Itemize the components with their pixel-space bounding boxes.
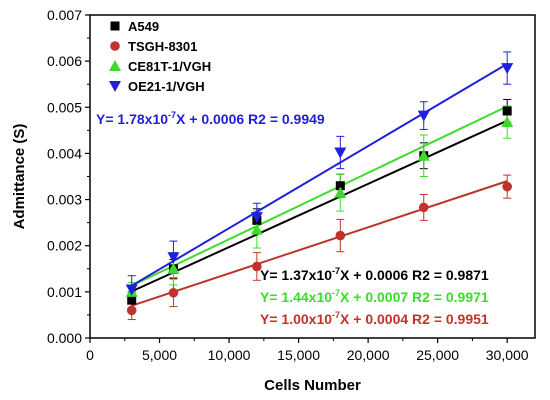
x-tick-label: 30,000 <box>486 347 529 363</box>
y-tick-label: 0.004 <box>47 145 82 161</box>
data-point <box>417 149 430 161</box>
y-tick-label: 0.007 <box>47 7 82 23</box>
legend: A549 TSGH-8301 CE81T-1/VGH OE21-1/VGH <box>109 19 211 94</box>
legend-marker <box>110 21 120 31</box>
x-axis: 0 5,000 10,000 15,000 20,000 25,000 30,000 <box>86 338 529 363</box>
fit-line <box>131 105 508 287</box>
fit-equation: Y= 1.78x10-7X + 0.0006 R2 = 0.9949 <box>96 110 325 127</box>
y-axis: 0.000 0.001 0.002 0.003 0.004 0.005 0.006 0.007 <box>47 7 90 346</box>
y-tick-label: 0.003 <box>47 192 82 208</box>
x-axis-title: Cells Number <box>264 377 361 394</box>
fit-lines <box>131 63 508 307</box>
fit-equations: Y= 1.37x10-7X + 0.0006 R2 = 0.9871 Y= 1.0… <box>96 110 489 327</box>
fit-equation: Y= 1.44x10-7X + 0.0007 R2 = 0.9971 <box>260 288 489 305</box>
data-point <box>501 116 514 128</box>
data-point <box>334 186 347 198</box>
y-tick-label: 0.005 <box>47 99 82 115</box>
y-axis-title: Admittance (S) <box>11 124 28 230</box>
data-points <box>125 63 514 316</box>
data-point <box>167 262 180 274</box>
data-point <box>335 230 346 241</box>
data-point <box>252 261 262 272</box>
data-point <box>125 284 138 296</box>
data-point <box>126 305 137 316</box>
data-point <box>335 181 345 191</box>
x-tick-label: 20,000 <box>347 347 390 363</box>
data-point <box>250 223 263 235</box>
fit-equation: Y= 1.00x10-7X + 0.0004 R2 = 0.9951 <box>260 310 489 327</box>
legend-marker <box>109 60 121 71</box>
y-tick-label: 0.001 <box>47 284 82 300</box>
x-tick-label: 25,000 <box>416 347 459 363</box>
x-tick-label: 0 <box>86 347 94 363</box>
y-tick-label: 0.002 <box>47 238 82 254</box>
data-point <box>334 147 347 159</box>
legend-label: A549 <box>128 19 159 34</box>
legend-label: OE21-1/VGH <box>128 79 205 94</box>
x-tick-label: 5,000 <box>142 347 177 363</box>
legend-marker <box>110 41 120 51</box>
fit-line <box>131 119 508 293</box>
data-point <box>168 287 179 298</box>
y-tick-label: 0.006 <box>47 53 82 69</box>
x-tick-label: 15,000 <box>277 347 320 363</box>
data-point <box>417 110 430 122</box>
fit-line <box>131 180 508 307</box>
data-point <box>127 295 137 305</box>
data-point <box>502 181 512 192</box>
data-point <box>167 252 180 264</box>
fit-line <box>131 63 508 287</box>
data-point <box>501 63 514 75</box>
legend-marker <box>109 81 121 92</box>
y-tick-label: 0.000 <box>47 330 82 346</box>
fit-equation: Y= 1.37x10-7X + 0.0006 R2 = 0.9871 <box>260 266 489 283</box>
data-point <box>418 202 429 213</box>
data-point <box>502 106 512 116</box>
legend-label: CE81T-1/VGH <box>128 59 211 74</box>
legend-label: TSGH-8301 <box>128 39 197 54</box>
x-tick-label: 10,000 <box>208 347 251 363</box>
data-point <box>250 212 263 224</box>
